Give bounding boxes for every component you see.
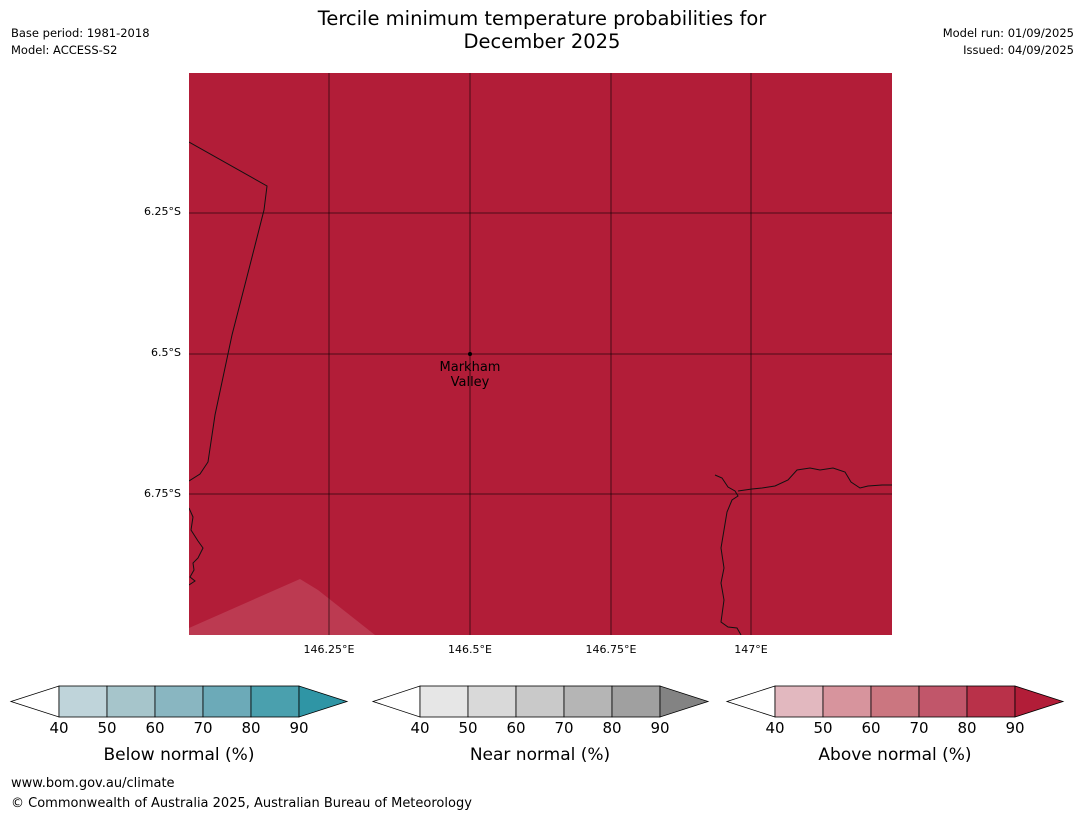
lon-label-146-75: 146.75°E: [585, 643, 637, 656]
model-label: Model: ACCESS-S2: [11, 43, 118, 57]
colorbar-segment: [563, 685, 613, 718]
colorbar-tick-label: 90: [289, 719, 309, 737]
model-run-label: Model run: 01/09/2025: [942, 26, 1074, 40]
colorbar-extend-high: [298, 685, 349, 718]
lon-label-146-25: 146.25°E: [303, 643, 355, 656]
colorbar-tick-label: 50: [813, 719, 833, 737]
graticule: [189, 73, 892, 635]
colorbar-above: [725, 685, 1065, 718]
lower-probability-patch: [189, 579, 375, 635]
colorbar-segment: [966, 685, 1016, 718]
colorbar-tick-label: 80: [957, 719, 977, 737]
colorbar-segment: [611, 685, 661, 718]
colorbar-extend-high: [659, 685, 710, 718]
place-label-line-1: Markham: [439, 360, 501, 375]
river-line: [714, 474, 742, 635]
place-label-line-2: Valley: [450, 375, 490, 390]
colorbar-tick-label: 80: [241, 719, 261, 737]
colorbar-segment: [918, 685, 968, 718]
colorbar-tick-label: 80: [602, 719, 622, 737]
colorbar-near: [371, 685, 710, 718]
colorbar-below: [9, 685, 349, 718]
colorbar-tick-label: 60: [145, 719, 165, 737]
colorbar-tick-label: 70: [909, 719, 929, 737]
river-line-east: [737, 467, 892, 492]
colorbar-segment: [870, 685, 920, 718]
lat-label-6-25: 6.25°S: [144, 205, 181, 218]
colorbar-title-near: Near normal (%): [469, 745, 611, 765]
lon-label-147: 147°E: [734, 643, 768, 656]
colorbar-tick-label: 60: [861, 719, 881, 737]
colorbar-title-above: Above normal (%): [818, 745, 972, 765]
colorbar-tick-label: 60: [506, 719, 526, 737]
lat-label-6-5: 6.5°S: [151, 346, 181, 359]
colorbar-tick-label: 40: [49, 719, 69, 737]
boundary-line-west: [189, 141, 268, 482]
colorbar-tick-label: 70: [193, 719, 213, 737]
header-left-meta: Base period: 1981-2018 Model: ACCESS-S2: [11, 25, 150, 59]
colorbar-extend-low: [9, 685, 60, 718]
lon-label-146-5: 146.5°E: [448, 643, 492, 656]
issued-label: Issued: 04/09/2025: [963, 43, 1074, 57]
colorbar-title-below: Below normal (%): [103, 745, 255, 765]
colorbar-segment: [774, 685, 824, 718]
header-right-meta: Model run: 01/09/2025 Issued: 04/09/2025: [943, 25, 1074, 59]
colorbar-segment: [250, 685, 300, 718]
colorbar-segment: [515, 685, 565, 718]
colorbar-tick-label: 90: [1005, 719, 1025, 737]
colorbar-segment: [106, 685, 156, 718]
lat-label-6-75: 6.75°S: [144, 487, 181, 500]
colorbar-tick-label: 40: [765, 719, 785, 737]
colorbar-segment: [154, 685, 204, 718]
colorbar-tick-label: 40: [410, 719, 430, 737]
colorbar-segment: [419, 685, 469, 718]
footer-website: www.bom.gov.au/climate: [11, 776, 175, 791]
colorbar-segment: [467, 685, 517, 718]
colorbar-segment: [58, 685, 108, 718]
colorbar-segment: [822, 685, 872, 718]
title-line-2: December 2025: [463, 30, 621, 53]
boundaries: [189, 141, 892, 635]
place-marker: [468, 352, 472, 356]
colorbar-tick-label: 50: [458, 719, 478, 737]
colorbar-tick-label: 90: [650, 719, 670, 737]
place-label: Markham Valley: [420, 360, 520, 390]
colorbar-segment: [202, 685, 252, 718]
colorbar-extend-low: [725, 685, 776, 718]
colorbar-tick-label: 50: [97, 719, 117, 737]
map-title: Tercile minimum temperature probabilitie…: [242, 7, 842, 53]
boundary-line-southwest: [189, 507, 204, 586]
footer-copyright: © Commonwealth of Australia 2025, Austra…: [11, 796, 472, 811]
colorbar-extend-low: [371, 685, 421, 718]
colorbar-extend-high: [1014, 685, 1065, 718]
base-period-label: Base period: 1981-2018: [11, 26, 150, 40]
colorbar-tick-label: 70: [554, 719, 574, 737]
title-line-1: Tercile minimum temperature probabilitie…: [317, 7, 767, 30]
